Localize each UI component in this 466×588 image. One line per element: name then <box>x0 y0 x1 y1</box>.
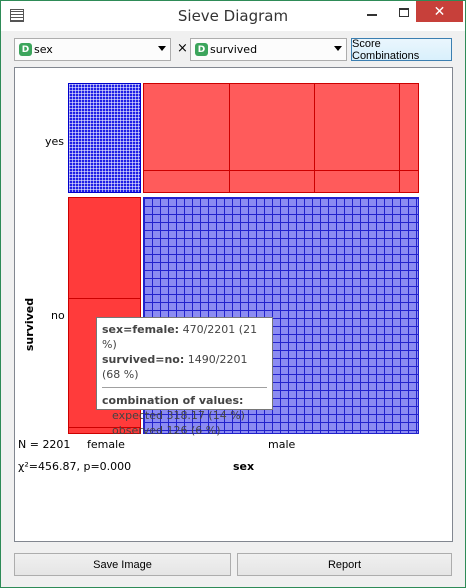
n-count: N = 2201 <box>18 438 71 451</box>
close-button[interactable]: ✕ <box>416 1 463 22</box>
discrete-variable-icon: D <box>19 43 32 56</box>
title-bar: Sieve Diagram ✕ <box>1 1 465 31</box>
report-button[interactable]: Report <box>237 553 452 576</box>
dropdown-arrow-icon <box>158 46 166 51</box>
maximize-button[interactable] <box>390 1 417 23</box>
app-icon <box>10 9 24 22</box>
tooltip-expected: expected 318.17 (14 %) <box>112 409 245 422</box>
tooltip-separator <box>102 387 267 388</box>
cell-tooltip: sex=female: 470/2201 (21 %) survived=no:… <box>96 317 273 437</box>
y-label-no: no <box>51 309 65 322</box>
chi-square-stat: χ²=456.87, p=0.000 <box>18 460 132 473</box>
y-variable-value: survived <box>210 43 258 56</box>
maximize-icon <box>398 7 409 17</box>
cell-female-yes <box>68 83 141 193</box>
tooltip-line-survived: survived=no: 1490/2201 (68 %) <box>102 353 248 381</box>
x-variable-value: sex <box>34 43 53 56</box>
minimize-button[interactable] <box>358 1 385 23</box>
x-label-male: male <box>268 438 296 451</box>
save-image-button[interactable]: Save Image <box>14 553 231 576</box>
x-variable-select[interactable]: D sex <box>14 38 171 61</box>
discrete-variable-icon: D <box>195 43 208 56</box>
sieve-canvas: yes no survived N = 2201 female male χ²=… <box>14 67 453 542</box>
close-icon: ✕ <box>433 3 446 20</box>
y-variable-select[interactable]: D survived <box>190 38 347 61</box>
window-title: Sieve Diagram <box>177 7 289 25</box>
minimize-icon <box>366 14 377 16</box>
x-label-female: female <box>87 438 125 451</box>
dropdown-arrow-icon <box>334 46 342 51</box>
tooltip-header: combination of values: <box>102 394 244 407</box>
y-label-yes: yes <box>45 135 65 148</box>
x-axis-title: sex <box>233 460 255 473</box>
tooltip-line-sex: sex=female: 470/2201 (21 %) <box>102 323 258 351</box>
tooltip-observed: observed 126 (6 %) <box>112 424 221 437</box>
cell-male-yes <box>143 83 419 193</box>
y-axis-title: survived <box>23 297 37 352</box>
times-sign: × <box>177 41 188 56</box>
score-combinations-button[interactable]: Score Combinations <box>351 38 452 62</box>
